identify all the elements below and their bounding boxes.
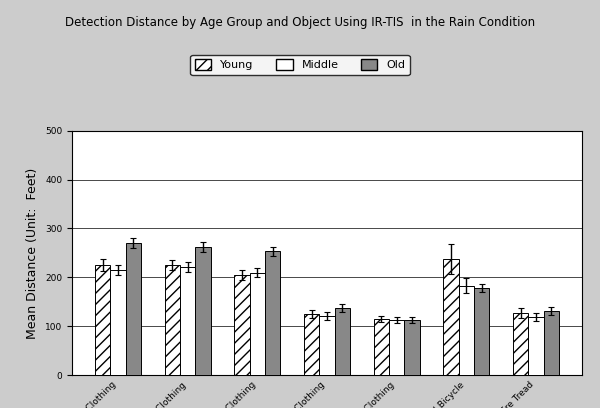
Bar [265, 251, 280, 375]
Bar [196, 247, 211, 375]
Bar [180, 267, 196, 375]
Bar [513, 313, 528, 375]
Bar [374, 319, 389, 375]
Bar [443, 259, 458, 375]
Bar [474, 288, 489, 375]
Bar [404, 320, 419, 375]
Text: Detection Distance by Age Group and Object Using IR-TIS  in the Rain Condition: Detection Distance by Age Group and Obje… [65, 16, 535, 29]
Bar [335, 308, 350, 375]
Legend: Young, Middle, Old: Young, Middle, Old [190, 55, 410, 75]
Bar [389, 320, 404, 375]
Bar [528, 317, 544, 375]
Bar [165, 265, 180, 375]
Bar [110, 270, 126, 375]
Bar [304, 314, 319, 375]
Bar [235, 275, 250, 375]
Bar [95, 265, 110, 375]
Y-axis label: Mean Distance (Unit:  Feet): Mean Distance (Unit: Feet) [26, 167, 40, 339]
Bar [250, 273, 265, 375]
Bar [126, 243, 141, 375]
Bar [544, 311, 559, 375]
Bar [458, 286, 474, 375]
Bar [319, 316, 335, 375]
